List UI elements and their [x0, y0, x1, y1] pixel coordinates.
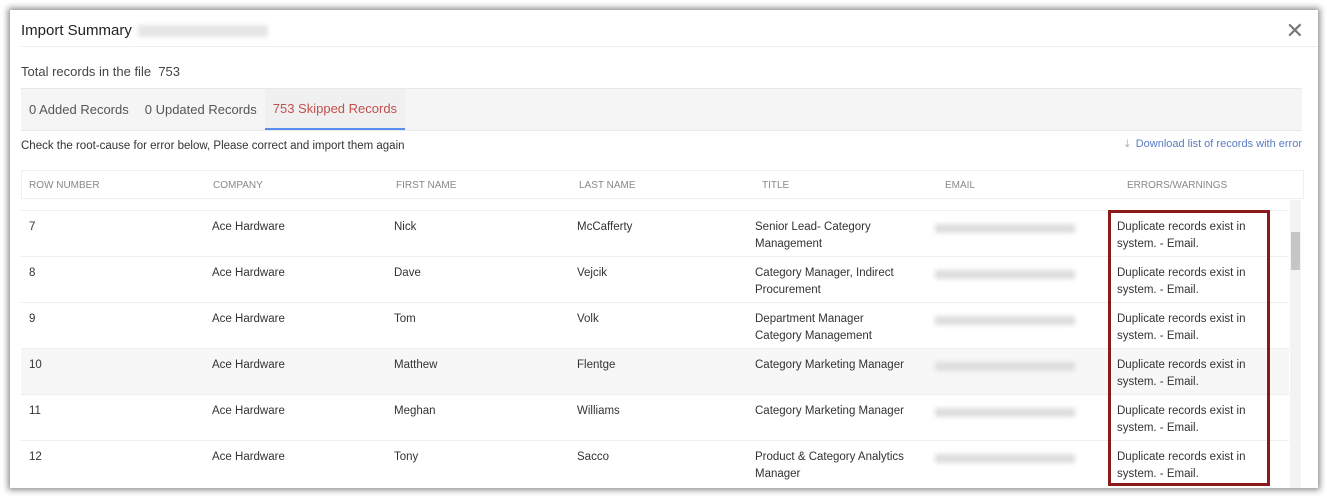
download-icon: ⤓ — [1124, 138, 1130, 150]
col-title: TITLE — [762, 180, 790, 191]
redacted-email — [935, 454, 1075, 463]
redacted-filename — [137, 25, 268, 38]
last-name: Flentge — [577, 359, 616, 371]
tab-skipped-records[interactable]: 753 Skipped Records — [264, 89, 406, 130]
row-number: 8 — [29, 267, 36, 279]
redacted-email — [935, 362, 1075, 371]
redacted-email — [935, 408, 1075, 417]
error-message: Duplicate records exist in system. - Ema… — [1117, 221, 1246, 250]
dialog-title: Import Summary — [21, 22, 268, 39]
tab-bar: 0 Added Records 0 Updated Records 753 Sk… — [21, 88, 1302, 131]
first-name: Nick — [394, 221, 417, 233]
title: Senior Lead- Category Management — [755, 221, 871, 250]
row-number: 7 — [29, 221, 36, 233]
total-records: Total records in the file 753 — [21, 64, 181, 79]
first-name: Tony — [394, 451, 419, 463]
title: Department Manager Category Management — [755, 313, 872, 342]
table-row: 7 Ace Hardware Nick McCafferty Senior Lead- … — [21, 210, 1289, 257]
download-link[interactable]: ⤓ Download list of records with error — [1124, 138, 1302, 150]
table-row: 11 Ace Hardware Meghan Williams Category Mar… — [21, 394, 1289, 441]
table-header: ROW NUMBER COMPANY FIRST NAME LAST NAME … — [21, 170, 1304, 199]
error-message: Duplicate records exist in system. - Ema… — [1117, 451, 1246, 480]
error-message: Duplicate records exist in system. - Ema… — [1117, 359, 1246, 388]
row-number: 10 — [29, 359, 42, 371]
table-row: 12 Ace Hardware Tony Sacco Product & Categor… — [21, 440, 1289, 487]
row-number: 9 — [29, 313, 36, 325]
first-name: Matthew — [394, 359, 438, 371]
close-icon[interactable]: ✕ — [1285, 18, 1304, 43]
row-number: 11 — [29, 405, 41, 417]
error-message: Duplicate records exist in system. - Ema… — [1117, 313, 1246, 342]
title: Product & Category Analytics Manager — [755, 451, 904, 480]
scrollbar-thumb[interactable] — [1291, 232, 1300, 270]
instruction-text: Check the root-cause for error below, Pl… — [21, 140, 405, 152]
company: Ace Hardware — [212, 313, 285, 325]
col-errors: ERRORS/WARNINGS — [1127, 180, 1228, 191]
first-name: Meghan — [394, 405, 436, 417]
error-message: Duplicate records exist in system. - Ema… — [1117, 405, 1246, 434]
title: Category Marketing Manager — [755, 359, 904, 371]
last-name: Sacco — [577, 451, 609, 463]
last-name: Volk — [577, 313, 599, 325]
import-summary-dialog: Import Summary ✕ Total records in the fi… — [10, 10, 1318, 488]
col-email: EMAIL — [945, 180, 976, 191]
table-row: 8 Ace Hardware Dave Vejcik Category Manager,… — [21, 256, 1289, 303]
last-name: Williams — [577, 405, 620, 417]
tab-added-records[interactable]: 0 Added Records — [29, 102, 129, 117]
company: Ace Hardware — [212, 405, 285, 417]
scrollbar[interactable] — [1290, 200, 1301, 488]
title: Category Manager, Indirect Procurement — [755, 267, 894, 296]
table-row: 9 Ace Hardware Tom Volk Department Manager C… — [21, 302, 1289, 349]
table-body: 7 Ace Hardware Nick McCafferty Senior Lead- … — [21, 198, 1289, 488]
divider — [21, 46, 1318, 47]
company: Ace Hardware — [212, 221, 285, 233]
company: Ace Hardware — [212, 267, 285, 279]
col-last-name: LAST NAME — [579, 180, 636, 191]
first-name: Dave — [394, 267, 421, 279]
col-company: COMPANY — [213, 180, 263, 191]
company: Ace Hardware — [212, 359, 285, 371]
last-name: Vejcik — [577, 267, 608, 279]
redacted-email — [935, 224, 1075, 233]
redacted-email — [935, 270, 1075, 279]
first-name: Tom — [394, 313, 416, 325]
last-name: McCafferty — [577, 221, 633, 233]
table-row: 10 Ace Hardware Matthew Flentge Category Mar… — [21, 348, 1289, 395]
error-message: Duplicate records exist in system. - Ema… — [1117, 267, 1246, 296]
row-number: 12 — [29, 451, 42, 463]
redacted-email — [935, 316, 1075, 325]
errors-highlight-box — [1108, 210, 1270, 486]
col-first-name: FIRST NAME — [396, 180, 457, 191]
tab-updated-records[interactable]: 0 Updated Records — [144, 102, 257, 117]
company: Ace Hardware — [212, 451, 285, 463]
col-row-number: ROW NUMBER — [29, 180, 100, 191]
title: Category Marketing Manager — [755, 405, 904, 417]
